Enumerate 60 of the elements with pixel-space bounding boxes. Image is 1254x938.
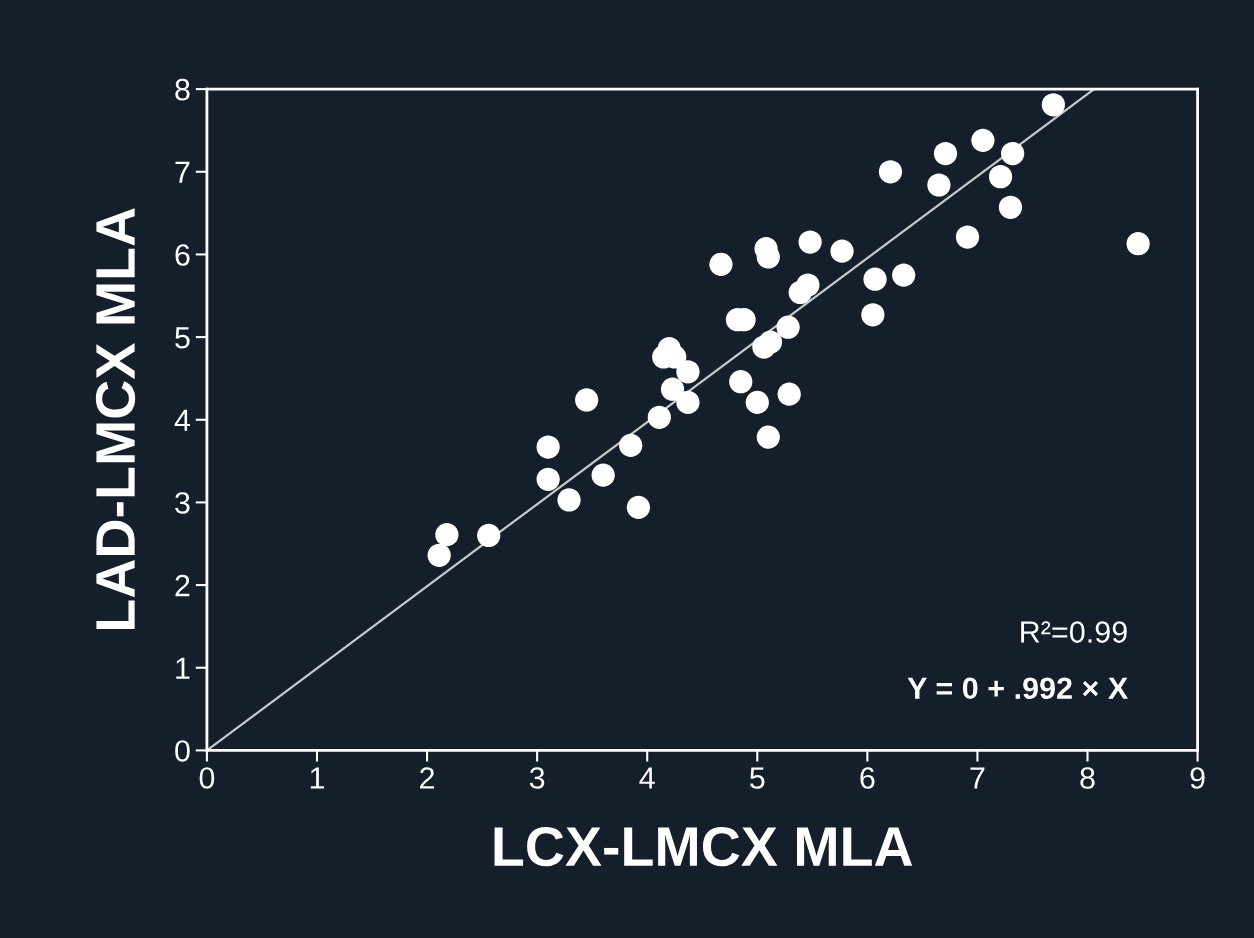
point bbox=[998, 195, 1023, 219]
point bbox=[729, 370, 753, 394]
y-tick-label: 2 bbox=[175, 574, 190, 597]
point bbox=[676, 360, 700, 384]
point bbox=[1126, 232, 1150, 256]
x-tick-label: 7 bbox=[970, 767, 985, 789]
point bbox=[878, 160, 903, 184]
point bbox=[927, 173, 951, 197]
y-tick-label: 4 bbox=[174, 409, 191, 431]
x-tick-label: 1 bbox=[310, 767, 324, 789]
x-tick-label: 5 bbox=[750, 767, 765, 789]
point bbox=[536, 435, 560, 459]
x-axis-title: LCX-LMCX MLA bbox=[494, 826, 913, 867]
point bbox=[756, 425, 780, 449]
annotation: R²=0.99 bbox=[1021, 621, 1127, 643]
point bbox=[427, 543, 451, 567]
y-tick-label: 1 bbox=[176, 657, 190, 679]
point bbox=[536, 467, 560, 491]
point bbox=[758, 330, 783, 354]
x-tick-label: 6 bbox=[860, 767, 875, 789]
point bbox=[557, 488, 581, 512]
x-tick-label: 8 bbox=[1080, 767, 1095, 789]
x-tick-label: 3 bbox=[529, 767, 545, 789]
point bbox=[591, 463, 615, 487]
y-tick-label: 8 bbox=[175, 78, 190, 101]
point bbox=[660, 377, 685, 401]
x-tick-label: 4 bbox=[639, 767, 655, 789]
point bbox=[988, 165, 1013, 189]
y-tick-label: 5 bbox=[175, 327, 190, 349]
point bbox=[575, 388, 599, 412]
point bbox=[863, 267, 887, 291]
point bbox=[709, 252, 733, 276]
y-tick-label: 3 bbox=[175, 492, 190, 514]
point bbox=[892, 263, 916, 287]
y-tick-label: 7 bbox=[175, 161, 190, 183]
point bbox=[776, 315, 800, 339]
point bbox=[861, 303, 885, 327]
point bbox=[830, 239, 854, 263]
point bbox=[676, 390, 700, 415]
point bbox=[619, 433, 643, 457]
point bbox=[647, 405, 671, 429]
point bbox=[971, 128, 995, 152]
point bbox=[745, 390, 769, 415]
annotation: Y = 0 + .992 × X bbox=[907, 677, 1128, 700]
point bbox=[435, 523, 459, 547]
x-tick-label: 9 bbox=[1190, 767, 1205, 789]
y-axis-title: LAD-LMCX MLA bbox=[95, 208, 136, 629]
point bbox=[1041, 93, 1065, 117]
point bbox=[477, 523, 501, 548]
y-tick-label: 6 bbox=[175, 244, 190, 266]
point bbox=[796, 273, 820, 297]
point bbox=[777, 382, 801, 406]
y-tick-label: 0 bbox=[175, 740, 190, 762]
point bbox=[955, 225, 980, 249]
point bbox=[933, 141, 958, 166]
point bbox=[1001, 141, 1025, 166]
point bbox=[626, 495, 651, 519]
point bbox=[798, 230, 822, 254]
x-tick-label: 0 bbox=[199, 767, 215, 789]
x-tick-label: 2 bbox=[420, 767, 435, 789]
